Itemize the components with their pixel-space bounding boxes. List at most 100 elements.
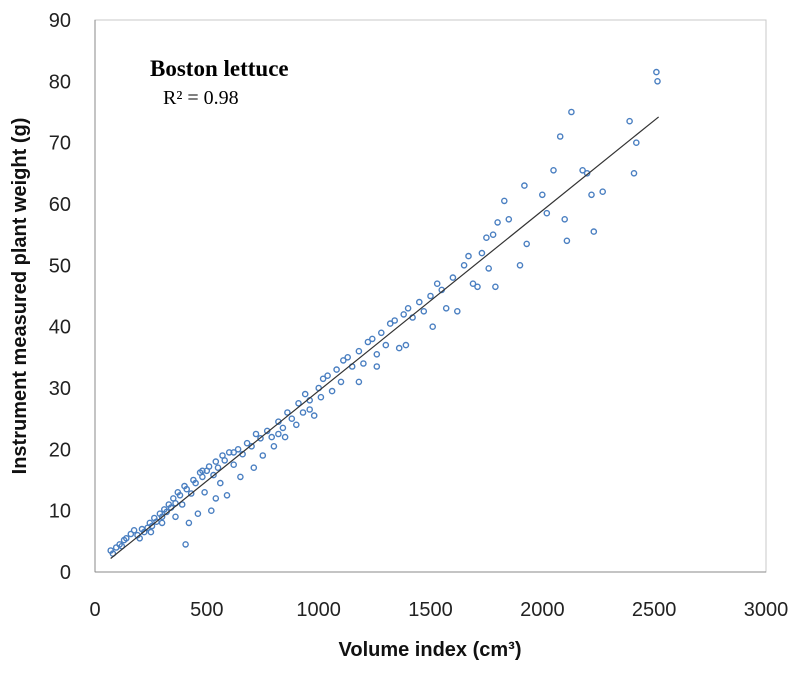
data-points: [107, 68, 661, 557]
y-tick-label: 90: [49, 10, 71, 32]
data-point: [176, 491, 184, 499]
x-tick-labels: 0 500 1000 1500 2000 2500 3000: [89, 599, 788, 621]
data-point: [279, 424, 287, 432]
data-point: [185, 519, 193, 527]
data-point: [391, 317, 399, 324]
data-point: [339, 357, 347, 364]
chart-title: Boston lettuce: [150, 56, 289, 81]
data-point: [402, 341, 410, 349]
data-point: [543, 209, 551, 217]
data-point: [324, 372, 331, 380]
data-point: [259, 452, 267, 459]
data-point: [268, 433, 276, 441]
data-point: [147, 528, 155, 536]
data-point: [404, 304, 412, 312]
data-point: [590, 228, 598, 235]
data-point: [386, 320, 394, 327]
data-point: [230, 461, 237, 469]
data-point: [429, 323, 437, 331]
data-point: [630, 169, 638, 177]
data-point: [344, 353, 352, 361]
data-point: [234, 445, 242, 453]
y-tick-label: 20: [49, 439, 71, 461]
data-point: [284, 409, 291, 416]
data-point: [182, 541, 189, 548]
data-point: [237, 473, 244, 481]
data-point: [364, 338, 372, 346]
data-point: [123, 535, 130, 542]
x-axis-label: Volume index (cm³): [339, 639, 522, 661]
r-squared-annotation: R² = 0.98: [163, 87, 239, 109]
data-point: [301, 390, 309, 398]
data-point: [194, 510, 202, 518]
y-tick-label: 80: [49, 71, 71, 93]
data-point: [400, 311, 408, 318]
data-point: [433, 280, 441, 288]
data-point: [230, 449, 237, 456]
x-tick-label: 3000: [744, 599, 789, 621]
data-point: [465, 252, 472, 260]
data-point: [505, 215, 513, 223]
data-point: [212, 495, 220, 502]
data-point: [243, 439, 251, 447]
y-tick-label: 30: [49, 378, 71, 400]
data-point: [563, 237, 571, 245]
data-point: [355, 347, 363, 355]
data-point: [539, 191, 546, 199]
data-point: [588, 191, 595, 199]
data-point: [310, 412, 318, 419]
data-point: [415, 298, 423, 306]
data-point: [500, 197, 508, 205]
data-point: [306, 406, 314, 413]
data-point: [130, 527, 138, 534]
data-point: [460, 261, 468, 269]
y-tick-label: 0: [60, 562, 71, 584]
x-tick-label: 500: [190, 599, 223, 621]
data-point: [210, 471, 217, 479]
y-tick-label: 70: [49, 133, 71, 155]
data-point: [288, 415, 296, 423]
y-tick-label: 40: [49, 317, 71, 339]
data-point: [328, 387, 336, 395]
data-point: [205, 463, 213, 470]
data-point: [178, 501, 186, 508]
y-tick-label: 60: [49, 194, 71, 216]
data-point: [270, 442, 278, 450]
data-point: [172, 513, 179, 521]
data-point: [368, 335, 376, 343]
data-point: [299, 409, 307, 416]
data-point: [474, 283, 481, 291]
data-point: [221, 457, 228, 464]
data-point: [250, 464, 258, 472]
data-point: [395, 344, 403, 352]
data-point: [317, 393, 325, 401]
data-point: [333, 366, 340, 373]
x-tick-label: 1500: [408, 599, 453, 621]
data-point: [292, 421, 300, 429]
data-point: [469, 280, 477, 288]
data-point: [207, 507, 215, 515]
data-point: [252, 430, 260, 438]
x-tick-label: 0: [89, 599, 100, 621]
data-point: [148, 522, 156, 530]
data-point: [633, 139, 640, 146]
y-tick-label: 50: [49, 255, 71, 277]
data-point: [653, 68, 660, 76]
data-point: [550, 166, 557, 174]
trend-line: [110, 116, 660, 559]
data-point: [214, 464, 222, 472]
data-point: [427, 292, 434, 300]
data-point: [257, 434, 264, 442]
data-point: [337, 378, 345, 386]
data-point: [223, 491, 231, 499]
y-axis-label: Instrument measured plant weight (g): [9, 118, 31, 475]
data-point: [485, 265, 493, 272]
data-point: [626, 117, 633, 125]
data-point: [373, 363, 381, 370]
data-point: [360, 360, 367, 367]
data-point: [183, 485, 190, 493]
data-point: [158, 513, 166, 521]
data-point: [568, 108, 575, 116]
data-point: [561, 215, 569, 223]
data-point: [192, 479, 199, 487]
